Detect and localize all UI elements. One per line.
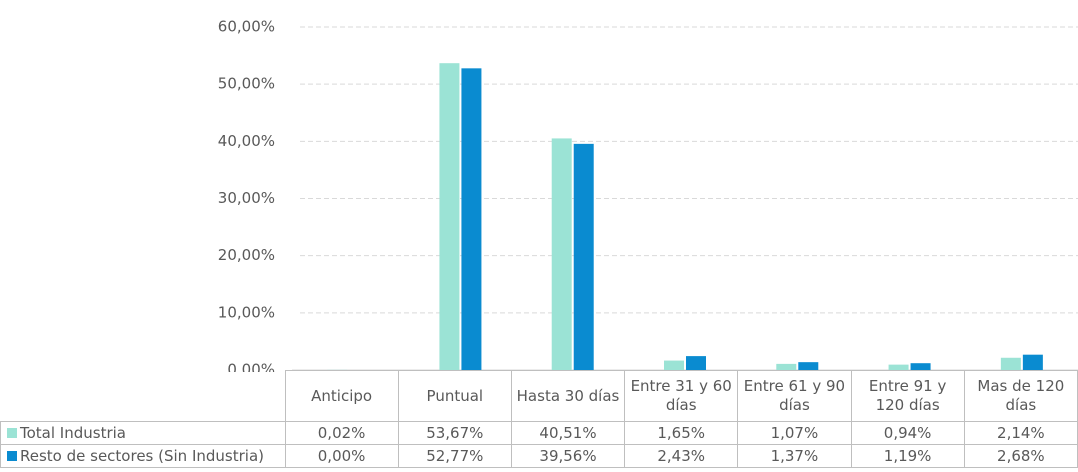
x-tick-label: Puntual [397,370,512,422]
legend-label: Total Industria [20,423,126,442]
y-tick-label: 60,00% [218,18,275,36]
value-cell: 0,02% [284,421,399,445]
value-cell: 2,68% [963,444,1078,468]
y-tick-label: 10,00% [218,303,275,321]
value-cell: 1,65% [624,421,739,445]
bar [439,63,460,371]
plot: 0,00% 10,00% 20,00% 30,00% 40,00% 50,00% 60,00… [218,18,1078,373]
legend-swatch [7,427,17,438]
x-tick-label: Anticipo [284,370,399,422]
value-cell: 39,56% [510,444,626,468]
x-tick-label: Hasta 30 días [510,370,626,422]
table-row: Resto de sectores (Sin Industria) 0,00% 52… [0,444,1078,468]
legend-cell: Total Industria [0,421,286,445]
y-tick-label: 0,00% [227,361,275,373]
bar [686,356,706,370]
value-cell: 0,94% [850,421,965,445]
bar [888,364,909,370]
value-cell: 1,19% [850,444,965,468]
legend-cell: Resto de sectores (Sin Industria) [0,444,286,468]
legend-swatch [7,450,17,461]
legend-label: Resto de sectores (Sin Industria) [20,446,264,465]
value-cell: 0,00% [284,444,399,468]
x-tick-label: Entre 61 y 90 días [737,370,852,422]
value-cell: 1,37% [737,444,852,468]
value-cell: 2,14% [963,421,1078,445]
bar [910,363,931,370]
y-tick-label: 30,00% [218,189,275,207]
value-cell: 2,43% [624,444,739,468]
x-tick-label: Mas de 120 días [963,370,1078,422]
bar [551,138,572,370]
bar [1000,357,1021,370]
table-row: Total Industria 0,02% 53,67% 40,51% 1,65% 1,0… [0,421,1078,445]
value-cell: 40,51% [510,421,626,445]
y-tick-label: 20,00% [218,246,275,264]
bar [798,362,819,370]
bar [573,143,594,370]
bar [776,363,797,370]
data-table: Anticipo Puntual Hasta 30 días Entre 31 y 6… [0,370,1078,468]
y-tick-label: 50,00% [218,75,275,93]
y-tick-label: 40,00% [218,132,275,150]
value-cell: 1,07% [737,421,852,445]
x-tick-label: Entre 31 y 60 días [624,370,739,422]
table-header: Anticipo Puntual Hasta 30 días Entre 31 y 6… [0,370,1078,422]
bar [1022,354,1043,370]
blank-cell [0,370,286,422]
x-tick-label: Entre 91 y 120 días [850,370,965,422]
value-cell: 52,77% [397,444,512,468]
value-cell: 53,67% [397,421,512,445]
bar [461,68,482,371]
bar [664,360,684,370]
